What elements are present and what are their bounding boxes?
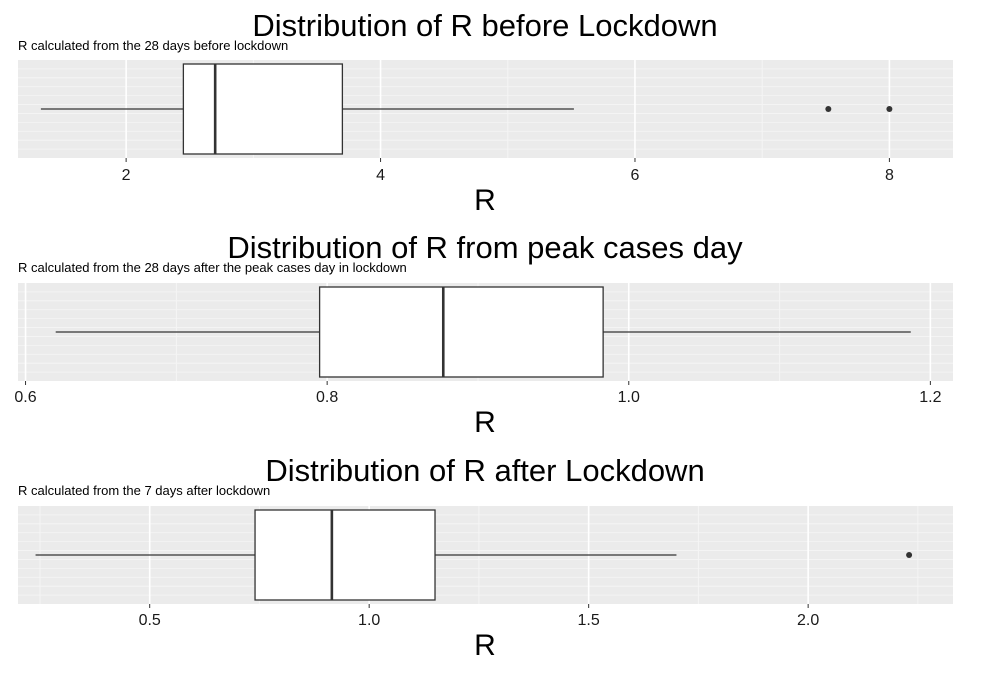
- chart-title: Distribution of R from peak cases day: [227, 230, 743, 265]
- tick-label: 4: [376, 167, 385, 184]
- chart-subtitle: R calculated from the 7 days after lockd…: [18, 483, 270, 498]
- tick-label: 2.0: [797, 612, 819, 629]
- chart-subtitle: R calculated from the 28 days after the …: [18, 260, 407, 275]
- tick-label: 1.0: [618, 389, 640, 406]
- outlier-point: [886, 106, 893, 112]
- x-axis-label: R: [474, 184, 496, 217]
- tick-label: 2: [122, 167, 131, 184]
- chart-title: Distribution of R before Lockdown: [252, 8, 717, 43]
- tick-label: 8: [885, 167, 894, 184]
- tick-label: 0.8: [316, 389, 338, 406]
- outlier-point: [906, 552, 913, 558]
- box-iqr: [254, 509, 436, 601]
- tick-label: 0.5: [139, 612, 161, 629]
- tick-label: 6: [631, 167, 640, 184]
- tick-label: 1.2: [919, 389, 941, 406]
- tick-label: 1.5: [578, 612, 600, 629]
- x-axis-label: R: [474, 406, 496, 439]
- box-iqr: [318, 286, 604, 378]
- x-axis-label: R: [474, 629, 496, 662]
- box-iqr: [182, 63, 344, 155]
- chart-title: Distribution of R after Lockdown: [265, 453, 704, 488]
- tick-label: 1.0: [358, 612, 380, 629]
- chart-subtitle: R calculated from the 28 days before loc…: [18, 38, 288, 53]
- outlier-point: [825, 106, 832, 112]
- tick-label: 0.6: [14, 389, 36, 406]
